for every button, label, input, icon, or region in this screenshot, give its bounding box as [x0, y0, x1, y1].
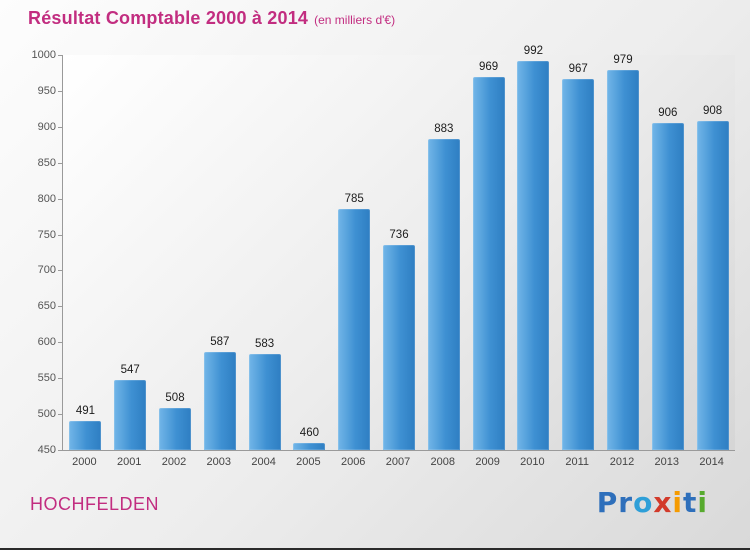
bar — [517, 60, 550, 450]
y-axis-tick — [58, 126, 62, 128]
y-axis-tick — [58, 55, 62, 56]
bar-value-label: 969 — [479, 61, 499, 74]
bar-value-label: 508 — [165, 392, 185, 405]
x-axis-label: 2002 — [161, 456, 187, 468]
y-axis-label: 500 — [37, 408, 56, 421]
y-axis-tick — [58, 378, 62, 380]
y-axis-label: 600 — [37, 336, 56, 349]
y-axis-tick — [58, 162, 62, 164]
y-axis-label: 850 — [37, 156, 56, 169]
x-axis-label: 2008 — [430, 456, 456, 468]
y-axis-label: 800 — [37, 192, 56, 205]
bar — [383, 244, 415, 450]
bar-value-label: 460 — [299, 426, 319, 439]
y-axis-label: 750 — [37, 228, 56, 241]
bar-value-label: 583 — [255, 338, 275, 351]
x-axis-label: 2013 — [654, 456, 680, 468]
logo-letter: x — [653, 486, 673, 519]
y-axis-label: 700 — [37, 264, 56, 277]
location-label: HOCHFELDEN — [30, 494, 160, 514]
logo-letter: i — [672, 486, 683, 519]
bar-value-label: 587 — [210, 335, 230, 348]
chart-header: Résultat Comptable 2000 à 2014 (en millie… — [28, 8, 395, 29]
bar — [607, 70, 639, 450]
x-axis-label: 2009 — [475, 456, 500, 468]
logo-letter: o — [633, 486, 654, 519]
x-axis-label: 2004 — [251, 456, 276, 468]
bar — [69, 420, 102, 450]
bar — [696, 121, 729, 450]
y-axis-tick — [58, 234, 62, 236]
bar-value-label: 906 — [658, 106, 678, 119]
y-axis-label: 1000 — [31, 49, 56, 61]
bar-value-label: 736 — [389, 228, 409, 241]
bar — [248, 354, 281, 450]
y-axis-label: 650 — [37, 300, 56, 313]
bar — [293, 442, 326, 450]
y-axis-label: 950 — [37, 84, 56, 97]
chart-subtitle: (en milliers d'€) — [314, 13, 396, 27]
bar — [114, 380, 147, 450]
x-axis-label: 2003 — [206, 456, 232, 468]
x-axis-label: 2010 — [520, 456, 545, 468]
bar — [562, 78, 595, 450]
y-axis-tick — [58, 450, 62, 451]
proxiti-logo: Proxiti — [597, 486, 708, 519]
x-axis-label: 2011 — [565, 456, 590, 468]
bar-value-label: 547 — [120, 364, 140, 377]
bar — [651, 122, 684, 450]
logo-letter: t — [683, 486, 698, 519]
x-axis-label: 2006 — [340, 456, 366, 468]
logo-letter: r — [618, 486, 634, 519]
x-axis-label: 2014 — [699, 456, 724, 468]
y-axis-tick — [58, 414, 62, 416]
bar-value-label: 967 — [568, 62, 588, 75]
plot-area: 491 547 508 587 583 460 785 736 883 969 992 967 979 9… — [62, 45, 735, 451]
chart-title: Résultat Comptable 2000 à 2014 — [28, 8, 309, 28]
x-axis-label: 2001 — [116, 456, 142, 468]
y-axis-tick — [58, 306, 62, 308]
bar-value-label: 979 — [613, 54, 633, 67]
y-axis-tick — [58, 342, 62, 344]
bar-value-label: 883 — [434, 123, 454, 136]
bar — [203, 351, 236, 450]
y-axis-label: 900 — [37, 120, 56, 133]
x-axis-label: 2012 — [609, 456, 635, 468]
y-axis-tick — [58, 198, 62, 200]
bar-value-label: 491 — [75, 404, 95, 417]
x-axis-label: 2005 — [296, 456, 321, 468]
logo-letter: i — [697, 486, 708, 519]
y-axis-label: 450 — [37, 444, 56, 456]
bar — [427, 139, 460, 450]
bar — [338, 209, 371, 450]
bar-value-label: 908 — [703, 105, 723, 118]
bar-value-label: 992 — [523, 44, 543, 57]
x-axis-label: 2007 — [385, 456, 411, 468]
y-axis-tick — [58, 90, 62, 92]
y-axis-label: 550 — [37, 372, 56, 385]
x-axis-label: 2000 — [72, 456, 97, 468]
y-axis-tick — [58, 270, 62, 272]
bar — [159, 408, 191, 450]
bar-value-label: 785 — [344, 193, 364, 206]
bar — [472, 77, 505, 450]
logo-letter: P — [596, 486, 619, 519]
